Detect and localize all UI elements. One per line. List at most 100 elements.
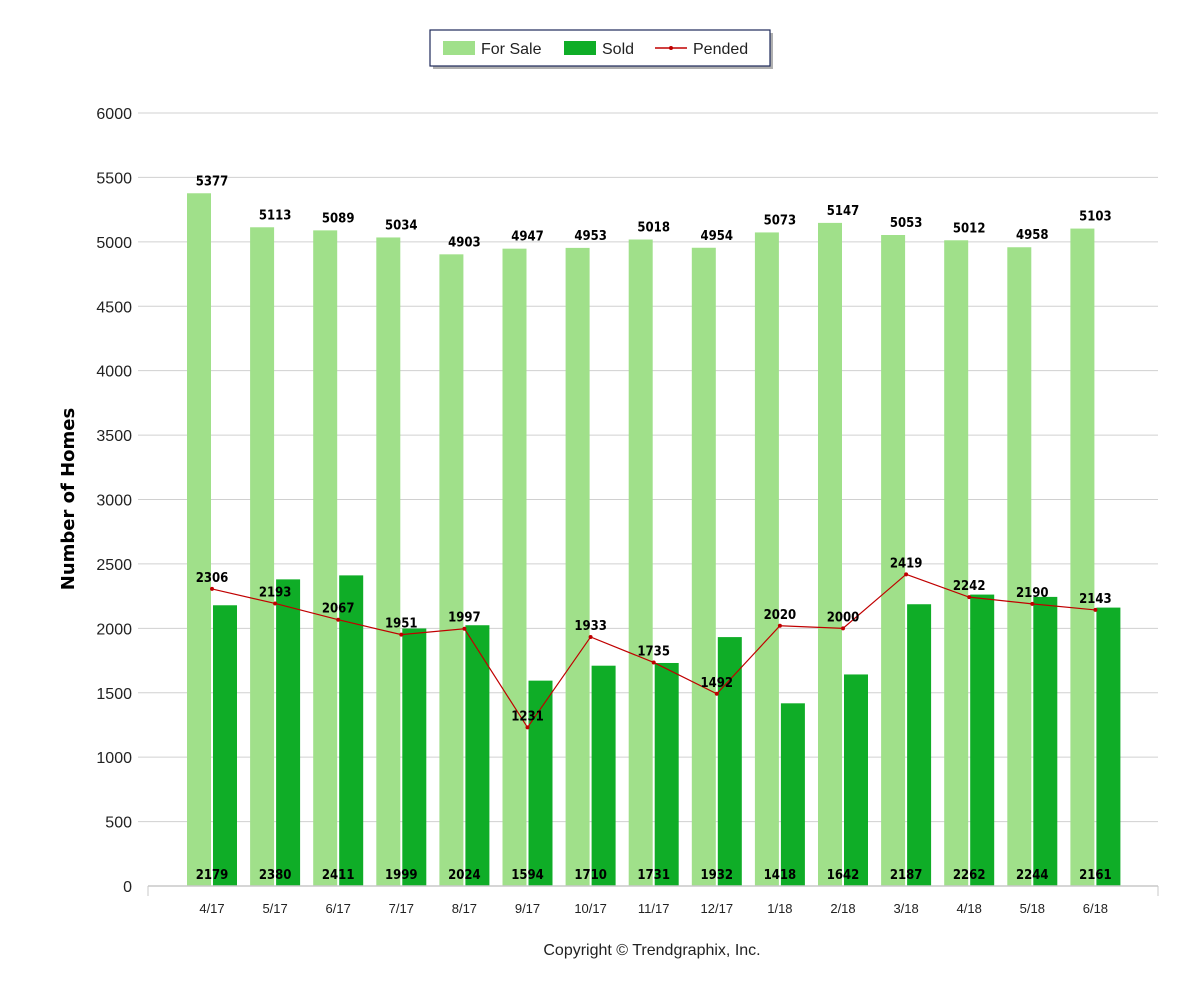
data-label-pended: 2000 — [827, 610, 860, 625]
bar-for-sale — [187, 193, 211, 886]
bar-sold — [907, 604, 932, 886]
bar-for-sale — [944, 240, 969, 886]
data-label-pended: 1735 — [637, 644, 670, 659]
x-tick-label: 10/17 — [574, 901, 607, 916]
data-label-for-sale: 4903 — [448, 235, 481, 250]
bar-sold — [465, 625, 490, 886]
legend: For Sale Sold Pended — [429, 29, 773, 69]
pended-point — [651, 660, 656, 665]
legend-label-pended: Pended — [693, 41, 748, 58]
pended-point — [1093, 607, 1098, 612]
pended-point — [904, 572, 909, 577]
data-label-sold: 2179 — [196, 868, 229, 883]
pended-point — [588, 634, 593, 639]
pended-point — [967, 595, 972, 600]
bar-sold — [654, 662, 679, 886]
y-tick-label: 5500 — [96, 170, 132, 187]
pended-point — [777, 623, 782, 628]
bar-for-sale — [376, 237, 401, 886]
x-tick-label: 6/18 — [1083, 901, 1108, 916]
y-tick-label: 3000 — [96, 493, 132, 510]
pended-line-layer — [210, 572, 1098, 730]
pended-point — [336, 617, 341, 622]
bar-for-sale — [1070, 228, 1095, 887]
bar-for-sale — [313, 230, 338, 886]
x-tick-label: 8/17 — [452, 901, 477, 916]
legend-label-sold: Sold — [602, 41, 634, 58]
pended-point — [273, 601, 278, 606]
x-tick-label: 2/18 — [830, 901, 855, 916]
data-label-for-sale: 5103 — [1079, 210, 1112, 225]
pended-point — [210, 586, 214, 591]
x-tick-label: 4/18 — [957, 901, 982, 916]
bar-for-sale — [502, 248, 527, 886]
bar-sold — [276, 579, 301, 886]
bar-sold — [528, 680, 553, 886]
data-label-pended: 1997 — [448, 611, 481, 626]
x-tick-label: 4/17 — [199, 901, 224, 916]
bar-sold — [844, 674, 868, 886]
pended-point — [714, 691, 719, 696]
x-tick-label: 6/17 — [326, 901, 351, 916]
bar-for-sale — [250, 227, 275, 887]
data-label-pended: 1933 — [574, 619, 607, 634]
data-label-for-sale: 5018 — [637, 221, 670, 236]
legend-swatch-pended-marker — [669, 46, 673, 50]
y-tick-label: 5000 — [96, 235, 132, 252]
bar-for-sale — [818, 222, 842, 886]
data-label-pended: 2020 — [764, 608, 797, 623]
bar-sold — [1033, 596, 1058, 886]
x-tick-label: 1/18 — [767, 901, 792, 916]
data-labels-layer: 5377 2179 5113 2380 5089 2411 5034 1999 4903 2024… — [196, 174, 1112, 883]
bar-sold — [780, 703, 805, 886]
data-label-for-sale: 4954 — [701, 229, 734, 244]
data-label-pended: 1951 — [385, 617, 418, 632]
data-label-sold: 2244 — [1016, 868, 1049, 883]
data-label-sold: 1710 — [574, 868, 607, 883]
y-tick-label: 2000 — [96, 621, 132, 638]
bar-for-sale — [439, 254, 464, 886]
data-label-pended: 2190 — [1016, 586, 1049, 601]
x-tick-label: 5/18 — [1020, 901, 1045, 916]
y-tick-label: 2500 — [96, 557, 132, 574]
data-label-for-sale: 5053 — [890, 216, 923, 231]
pended-point — [399, 632, 404, 637]
y-tick-label: 4000 — [96, 364, 132, 381]
x-tick-label: 7/17 — [389, 901, 414, 916]
data-label-sold: 2161 — [1079, 868, 1112, 883]
legend-box — [429, 29, 771, 67]
pended-point — [1030, 601, 1035, 606]
y-tick-label: 0 — [123, 879, 132, 896]
data-label-sold: 1418 — [764, 868, 797, 883]
y-tick-label: 1000 — [96, 750, 132, 767]
data-label-sold: 2262 — [953, 868, 986, 883]
data-label-pended: 1492 — [701, 676, 734, 691]
bar-sold — [213, 605, 237, 886]
data-label-for-sale: 5147 — [827, 204, 860, 219]
bar-sold — [970, 594, 995, 886]
data-label-sold: 1932 — [701, 868, 734, 883]
bar-for-sale — [754, 232, 779, 887]
data-label-sold: 2024 — [448, 868, 481, 883]
data-label-sold: 2411 — [322, 868, 355, 883]
legend-swatch-sold — [564, 41, 596, 55]
y-tick-label: 6000 — [96, 106, 132, 123]
x-tick-label: 5/17 — [262, 901, 287, 916]
data-label-pended: 2419 — [890, 556, 923, 571]
bar-sold — [717, 637, 742, 886]
data-label-pended: 1231 — [511, 709, 544, 724]
data-label-for-sale: 4958 — [1016, 228, 1049, 243]
bar-for-sale — [1007, 247, 1032, 887]
y-tick-label: 3500 — [96, 428, 132, 445]
pended-point — [841, 626, 845, 631]
data-label-sold: 1731 — [637, 868, 670, 883]
y-axis-title: Number of Homes — [58, 408, 79, 590]
legend-label-for-sale: For Sale — [481, 41, 542, 58]
legend-swatch-for-sale — [443, 41, 475, 55]
bar-sold — [402, 628, 427, 886]
x-tick-label: 11/17 — [638, 901, 670, 916]
data-label-for-sale: 5377 — [196, 174, 229, 189]
bar-sold — [591, 665, 616, 886]
